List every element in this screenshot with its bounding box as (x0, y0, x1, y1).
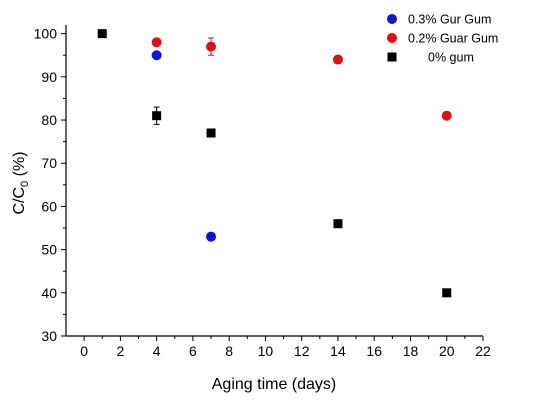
x-tick-label: 14 (330, 343, 346, 359)
legend-label: 0.3% Gur Gum (408, 13, 491, 27)
series-1 (151, 37, 452, 121)
legend-label: 0% gum (428, 51, 474, 65)
x-tick-label: 10 (258, 343, 274, 359)
data-point (442, 288, 452, 298)
legend-label: 0.2% Guar Gum (408, 32, 498, 46)
y-tick-label: 30 (41, 328, 57, 344)
x-tick-label: 6 (189, 343, 197, 359)
y-axis-title-subscript: 0 (19, 181, 31, 187)
series-2 (97, 29, 452, 298)
data-point (206, 41, 217, 52)
data-point (441, 110, 452, 121)
data-point (152, 111, 162, 121)
data-point (151, 50, 162, 61)
y-tick-label: 50 (41, 242, 57, 258)
series-0 (151, 50, 217, 242)
x-axis-title: Aging time (days) (212, 376, 337, 393)
y-axis-title-unit: (%) (11, 151, 28, 180)
data-point (151, 37, 162, 48)
data-point (332, 54, 343, 65)
x-tick-label: 12 (294, 343, 310, 359)
x-tick-label: 0 (80, 343, 88, 359)
x-tick-label: 4 (153, 343, 161, 359)
legend-marker (387, 33, 397, 43)
x-tick-label: 16 (366, 343, 382, 359)
x-tick-label: 8 (225, 343, 233, 359)
y-axis-title: C/C0 (%) (11, 151, 31, 214)
data-marks (97, 29, 452, 298)
data-point (97, 29, 107, 39)
y-tick-label: 100 (34, 26, 58, 42)
legend: 0.3% Gur Gum 0.2% Guar Gum 0% gum (387, 13, 498, 65)
legend-marker (387, 14, 397, 24)
x-tick-label: 2 (116, 343, 124, 359)
x-axis-ticks: 0 2 4 6 8 10 12 14 16 18 20 22 (80, 336, 491, 359)
y-axis-ticks: 30 40 50 60 70 80 90 100 (34, 26, 66, 344)
data-point (333, 219, 343, 229)
y-tick-label: 60 (41, 198, 57, 214)
y-tick-label: 90 (41, 69, 57, 85)
data-point (206, 128, 216, 138)
y-tick-label: 40 (41, 285, 57, 301)
x-tick-label: 20 (439, 343, 455, 359)
legend-marker (387, 52, 397, 62)
plot-area (65, 25, 483, 337)
y-tick-label: 70 (41, 155, 57, 171)
x-tick-label: 18 (403, 343, 419, 359)
data-point (206, 231, 217, 242)
x-tick-label: 22 (475, 343, 491, 359)
y-axis-title-main: C/C (11, 187, 28, 215)
y-tick-label: 80 (41, 112, 57, 128)
